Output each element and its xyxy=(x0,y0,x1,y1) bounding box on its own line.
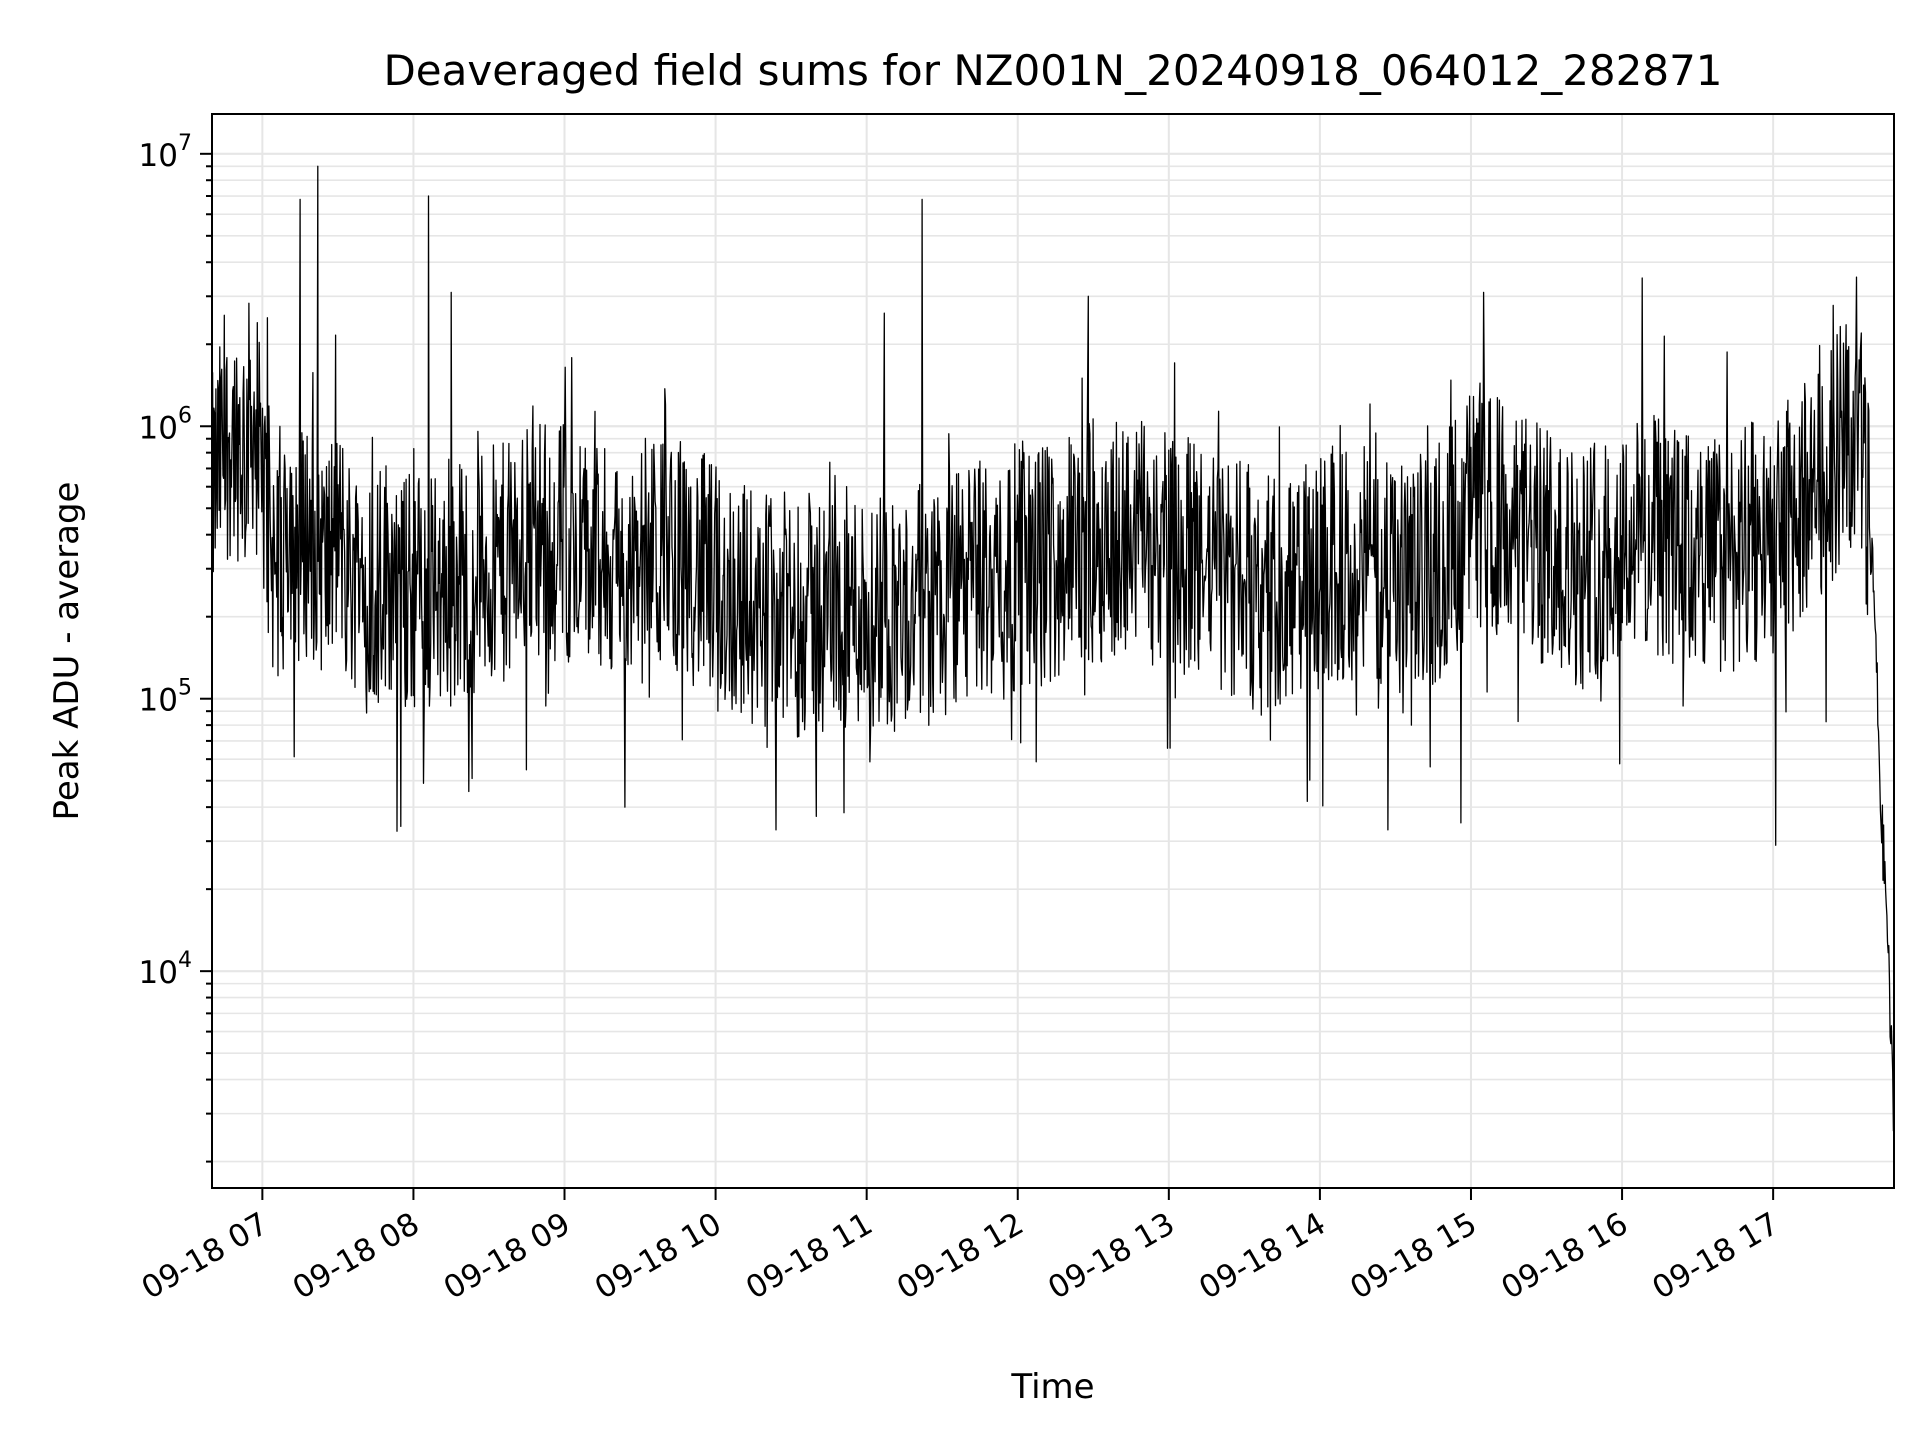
plot-frame xyxy=(211,113,1895,1189)
grid xyxy=(212,114,1894,1188)
y-tick-label: 106 xyxy=(139,403,192,446)
series-layer xyxy=(211,165,1895,1132)
y-tick-label: 105 xyxy=(139,676,192,719)
x-axis-label: Time xyxy=(1010,1367,1094,1407)
series-line xyxy=(211,165,1895,1132)
y-axis: 104 105 106 107 xyxy=(139,131,212,1163)
y-axis-label: Peak ADU - average xyxy=(47,482,87,821)
y-tick-label: 107 xyxy=(139,131,192,174)
chart-title: Deaveraged field sums for NZ001N_2024091… xyxy=(383,46,1722,95)
y-tick-label: 104 xyxy=(139,948,192,991)
